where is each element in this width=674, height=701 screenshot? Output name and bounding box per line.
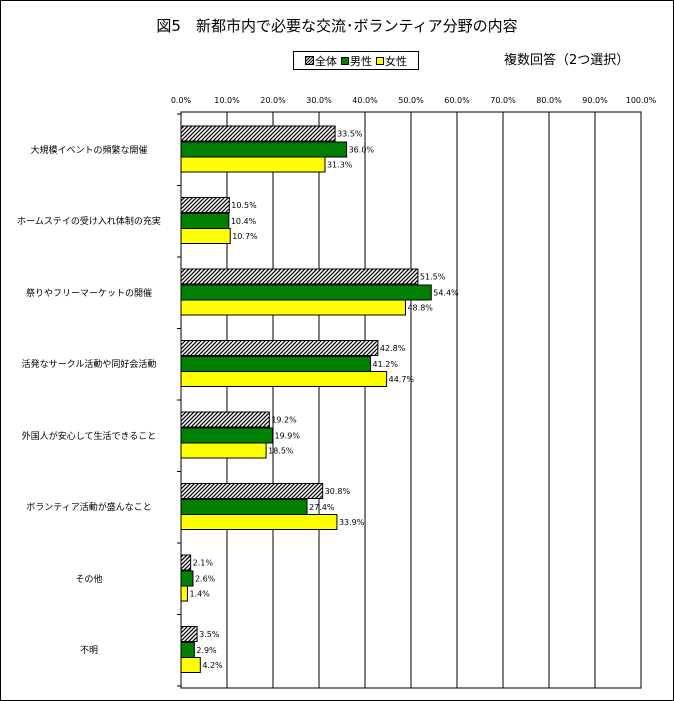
bar-male [180, 642, 195, 658]
x-tick-label: 0.0% [171, 96, 192, 105]
data-label: 3.5% [199, 630, 220, 639]
bar-female [180, 228, 231, 244]
bar-female [180, 442, 267, 459]
bar-female [180, 299, 406, 316]
bar-total [180, 197, 230, 213]
category-label: 不明 [79, 646, 98, 656]
legend-item-male: 男性 [341, 53, 372, 69]
legend-item-total: 全体 [305, 53, 337, 69]
category-label: 大規模イベントの頻繁な開催 [30, 145, 148, 156]
bar-female [180, 371, 388, 387]
legend-label-total: 全体 [315, 54, 337, 68]
data-label: 10.7% [232, 232, 258, 241]
bar-male [180, 213, 230, 229]
data-label: 2.1% [193, 559, 214, 568]
category-label: ボランティア活動が盛んなこと [26, 503, 152, 513]
data-label: 2.9% [196, 646, 217, 655]
x-tick-label: 60.0% [444, 96, 470, 105]
category-label: ホームステイの受け入れ体制の充実 [17, 217, 161, 227]
bar-male [180, 356, 372, 372]
category-label: 祭りやフリーマーケットの開催 [25, 288, 152, 299]
bar-total [180, 483, 324, 499]
legend-label-female: 女性 [385, 54, 407, 68]
bar-male [180, 427, 274, 444]
x-tick-label: 70.0% [490, 96, 516, 105]
data-label: 42.8% [380, 344, 406, 353]
x-tick-label: 80.0% [536, 96, 562, 105]
data-label: 48.8% [407, 304, 433, 313]
x-tick-label: 10.0% [214, 96, 240, 105]
data-label: 2.6% [195, 575, 216, 584]
x-tick-label: 100.0% [626, 96, 657, 105]
bar-total [180, 626, 198, 642]
data-label: 51.5% [420, 273, 446, 282]
bar-female [180, 585, 188, 602]
chart-subtitle: 複数回答（2つ選択） [504, 53, 630, 68]
category-label: その他 [75, 574, 103, 585]
bar-female [180, 657, 201, 673]
data-label: 31.3% [327, 161, 353, 170]
legend-swatch-male [341, 56, 349, 65]
category-label: 活発なサークル活動や同好会活動 [21, 360, 157, 370]
data-label: 54.4% [433, 289, 459, 298]
x-tick-label: 90.0% [582, 96, 608, 105]
bar-total [180, 125, 336, 142]
bar-male [180, 499, 308, 515]
data-label: 33.5% [337, 130, 363, 139]
data-label: 18.5% [268, 447, 294, 456]
data-label: 33.9% [339, 518, 365, 527]
data-label: 19.9% [275, 432, 301, 441]
bar-male [180, 570, 194, 587]
data-label: 36.0% [349, 146, 375, 155]
legend: 全体 男性 女性 [293, 51, 419, 70]
x-tick-label: 30.0% [306, 96, 332, 105]
x-tick-label: 40.0% [352, 96, 378, 105]
legend-swatch-total [305, 56, 314, 65]
data-label: 10.5% [231, 201, 257, 210]
data-label: 1.4% [189, 590, 210, 599]
legend-item-female: 女性 [376, 53, 407, 69]
bar-female [180, 514, 338, 530]
bar-total [180, 411, 270, 428]
bar-female [180, 156, 326, 173]
x-tick-label: 50.0% [398, 96, 424, 105]
data-label: 10.4% [231, 217, 257, 226]
bar-total [180, 554, 192, 571]
category-label: 外国人が安心して生活できること [21, 431, 157, 442]
bar-male [180, 284, 432, 301]
x-tick-label: 20.0% [260, 96, 286, 105]
data-label: 4.2% [202, 661, 223, 670]
data-label: 41.2% [373, 360, 399, 369]
bar-total [180, 340, 379, 356]
legend-label-male: 男性 [350, 54, 372, 68]
data-label: 27.4% [309, 503, 335, 512]
data-label: 19.2% [271, 416, 297, 425]
data-label: 44.7% [389, 375, 415, 384]
data-label: 30.8% [325, 487, 351, 496]
bar-total [180, 268, 419, 285]
legend-swatch-female [376, 56, 384, 65]
chart-title: 図5 新都市内で必要な交流･ボランティア分野の内容 [156, 17, 518, 35]
bar-male [180, 141, 348, 158]
